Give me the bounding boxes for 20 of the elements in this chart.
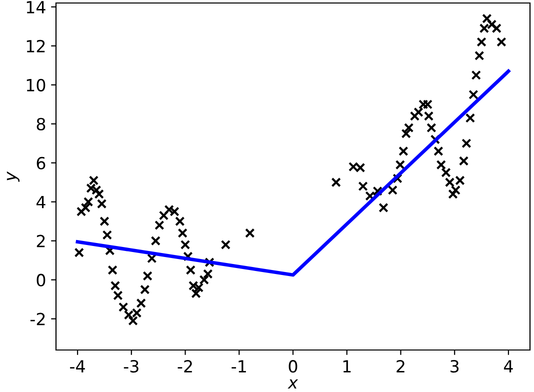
x-tick-label: -4: [70, 360, 85, 372]
y-tick-label: 8: [36, 118, 46, 130]
x-tick-label: -3: [124, 360, 138, 373]
x-tick-label: -2: [178, 360, 192, 372]
y-tick-label: 2: [36, 234, 45, 248]
y-tick-label: 14: [26, 1, 46, 14]
y-tick-label: 0: [36, 274, 46, 286]
y-tick-label: -2: [30, 312, 45, 326]
x-tick-label: 1: [343, 360, 351, 372]
y-tick-label: 4: [36, 196, 46, 208]
y-tick-label: 10: [26, 78, 46, 92]
y-axis-title: y: [6, 171, 20, 182]
x-tick-label: 2: [396, 360, 404, 372]
x-tick-label: 3: [450, 360, 459, 373]
y-tick-label: 6: [36, 156, 46, 170]
y-tick-label: 12: [26, 40, 45, 52]
x-tick-label: 0: [288, 360, 298, 373]
x-tick-label: -1: [232, 360, 246, 372]
x-tick-label: 4: [504, 360, 513, 372]
x-axis-title: x: [288, 379, 298, 389]
